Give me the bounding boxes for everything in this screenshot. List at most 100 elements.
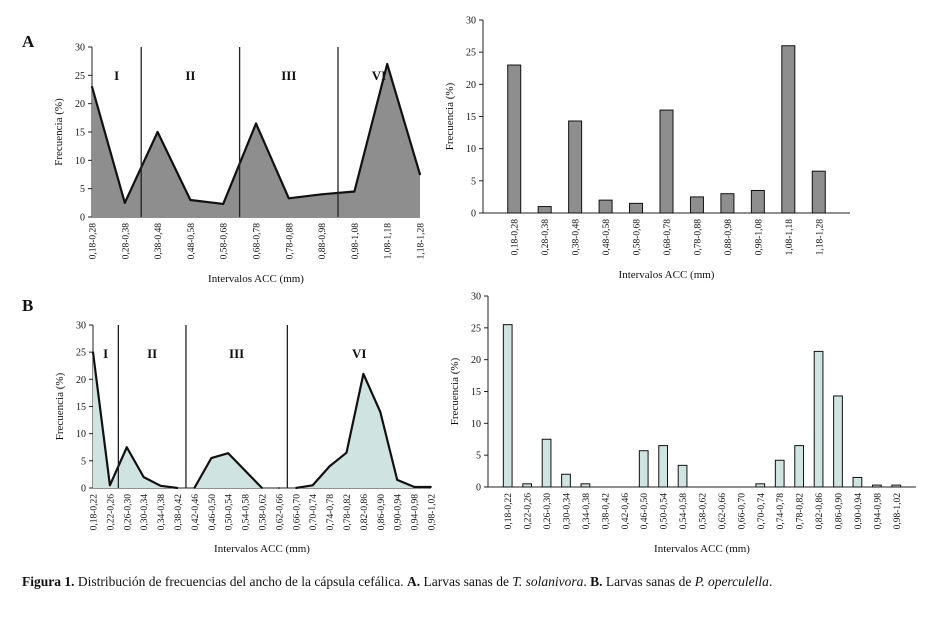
y-tick-label: 25 xyxy=(471,323,481,334)
y-tick-label: 15 xyxy=(466,112,476,123)
x-tick-label: 0,38-0,42 xyxy=(174,494,184,531)
x-tick-label: 0,38-0,48 xyxy=(154,223,164,260)
x-tick-label: 0,18-0,22 xyxy=(504,493,514,530)
x-tick-label: 0,70-0,74 xyxy=(309,494,319,531)
data-point xyxy=(261,487,263,489)
y-tick-label: 0 xyxy=(476,483,481,494)
data-point xyxy=(123,201,126,204)
stage-label: I xyxy=(103,346,108,361)
data-point xyxy=(430,486,432,488)
x-tick-label: 0,78-0,82 xyxy=(796,493,806,530)
figure-caption: Figura 1. Distribución de frecuencias de… xyxy=(22,574,922,590)
bar xyxy=(580,483,591,488)
y-tick-label: 5 xyxy=(80,184,85,195)
x-tick-label: 0,86-0,90 xyxy=(377,494,387,531)
panel-label-a: A xyxy=(22,32,35,51)
bar xyxy=(522,483,533,488)
bar xyxy=(871,484,882,488)
data-point xyxy=(193,487,196,489)
bar xyxy=(852,476,863,488)
x-tick-label: 0,18-0,28 xyxy=(511,219,521,256)
x-tick-label: 0,74-0,78 xyxy=(326,494,336,531)
x-tick-label: 0,48-0,58 xyxy=(187,223,197,260)
data-point xyxy=(222,203,225,205)
data-point xyxy=(142,476,145,479)
x-tick-label: 0,28-0,38 xyxy=(121,223,131,260)
y-tick-label: 10 xyxy=(466,144,476,155)
bar xyxy=(813,350,824,488)
x-tick-label: 0,38-0,42 xyxy=(601,493,611,530)
x-tick-label: 0,68-0,78 xyxy=(253,223,263,260)
bar xyxy=(774,459,785,488)
stage-label: II xyxy=(147,346,157,361)
x-tick-label: 0,98-1,08 xyxy=(754,219,764,256)
data-point xyxy=(353,190,356,193)
data-point xyxy=(125,446,128,449)
caption-text-1: Distribución de frecuencias del ancho de… xyxy=(74,574,407,589)
data-point xyxy=(176,487,179,489)
x-tick-label: 0,58-0,68 xyxy=(220,223,230,260)
x-tick-label: 0,38-0,48 xyxy=(572,219,582,256)
stage-label: III xyxy=(281,68,296,83)
y-tick-label: 20 xyxy=(466,80,476,91)
data-point xyxy=(255,122,257,125)
data-point xyxy=(320,193,323,196)
x-tick-label: 0,68-0,78 xyxy=(663,219,673,256)
data-point xyxy=(413,486,415,488)
y-tick-label: 25 xyxy=(75,71,85,82)
x-tick-label: 0,26-0,30 xyxy=(543,493,553,530)
area-fill xyxy=(92,64,420,217)
x-tick-label: 0,98-1,08 xyxy=(351,223,361,260)
data-point xyxy=(244,469,247,472)
y-tick-label: 30 xyxy=(75,43,85,54)
data-point xyxy=(294,487,297,489)
x-tick-label: 0,48-0,58 xyxy=(602,219,612,256)
data-point xyxy=(92,351,94,354)
x-tick-label: 0,50-0,54 xyxy=(660,493,670,530)
caption-text-4: Larvas sanas de xyxy=(602,574,695,589)
panel-label-b: B xyxy=(22,296,34,315)
data-point xyxy=(311,484,314,487)
x-tick-label: 0,42-0,46 xyxy=(621,493,631,530)
bar xyxy=(561,473,571,488)
stage-label: II xyxy=(185,68,195,83)
bar xyxy=(537,206,552,214)
caption-species-b: P. operculella xyxy=(694,574,769,589)
y-tick-label: 20 xyxy=(75,99,85,110)
stage-label: III xyxy=(229,346,244,361)
x-tick-label: 1,18-1,28 xyxy=(417,223,427,260)
x-tick-label: 0,66-0,70 xyxy=(737,493,747,530)
data-point xyxy=(419,173,421,176)
data-point xyxy=(91,85,93,88)
x-tick-label: 0,90-0,94 xyxy=(854,493,864,530)
area-fill xyxy=(194,453,262,488)
bar xyxy=(638,450,649,488)
bar xyxy=(750,189,765,214)
x-tick-label: 0,54-0,58 xyxy=(242,494,252,531)
bar xyxy=(658,445,669,488)
x-tick-label: 0,46-0,50 xyxy=(208,494,218,531)
bar xyxy=(755,483,766,488)
y-axis-title: Frecuencia (%) xyxy=(444,82,456,150)
x-tick-label: 0,34-0,38 xyxy=(582,493,592,530)
x-tick-label: 0,90-0,94 xyxy=(394,494,404,531)
y-tick-label: 10 xyxy=(76,429,86,440)
y-tick-label: 15 xyxy=(471,387,481,398)
y-axis-title: Frecuencia (%) xyxy=(449,357,461,425)
x-tick-label: 0,22-0,26 xyxy=(524,493,534,530)
x-tick-label: 0,82-0,86 xyxy=(360,494,370,531)
bar xyxy=(629,202,644,214)
bar xyxy=(794,445,805,488)
bar xyxy=(891,484,902,488)
data-point xyxy=(386,63,389,65)
x-tick-label: 0,98-1,02 xyxy=(428,494,438,531)
y-tick-label: 20 xyxy=(76,375,86,386)
y-tick-label: 0 xyxy=(80,213,85,224)
caption-b-label: B. xyxy=(590,574,603,589)
y-tick-label: 25 xyxy=(76,348,86,359)
x-tick-label: 0,62-0,66 xyxy=(718,493,728,530)
x-tick-label: 0,50-0,54 xyxy=(225,494,235,531)
x-tick-label: 0,88-0,98 xyxy=(318,223,328,260)
x-tick-label: 0,34-0,38 xyxy=(157,494,167,531)
